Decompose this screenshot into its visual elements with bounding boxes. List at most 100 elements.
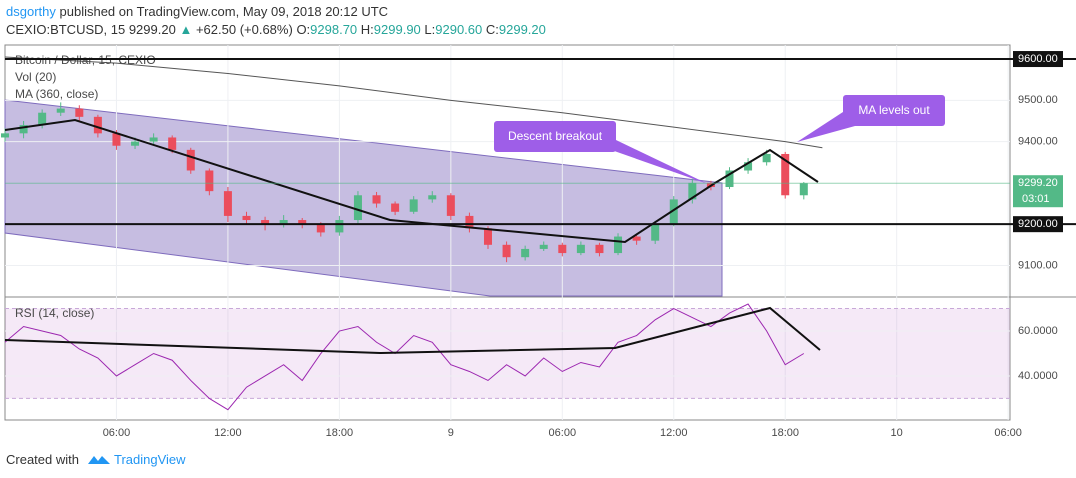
x-tick-label: 12:00 bbox=[214, 427, 242, 439]
callout-pointer bbox=[600, 140, 708, 184]
candle-body bbox=[409, 199, 418, 212]
candle-body bbox=[762, 153, 771, 163]
y-tick-label: 9100.00 bbox=[1018, 259, 1058, 271]
annotation: Descent breakout bbox=[508, 129, 603, 143]
callout-pointer bbox=[797, 112, 855, 142]
high: 9299.90 bbox=[373, 22, 421, 37]
candle-body bbox=[168, 137, 177, 150]
candle-body bbox=[614, 236, 623, 254]
candle-body bbox=[279, 220, 288, 225]
candle-body bbox=[781, 153, 790, 196]
candle-body bbox=[131, 141, 140, 146]
legend-vol: Vol (20) bbox=[15, 70, 56, 84]
price: 9299.20 bbox=[128, 22, 176, 37]
candle-body bbox=[391, 203, 400, 212]
annotation: MA levels out bbox=[858, 103, 930, 117]
candle-body bbox=[502, 244, 511, 258]
change: +62.50 (+0.68%) bbox=[195, 22, 293, 37]
x-tick-label: 18:00 bbox=[771, 427, 799, 439]
callout bbox=[494, 121, 616, 152]
candle-body bbox=[56, 108, 65, 113]
footer: Created with TradingView bbox=[6, 452, 186, 467]
candle-body bbox=[1, 133, 9, 138]
candle-body bbox=[632, 236, 641, 241]
price-box bbox=[1013, 216, 1063, 233]
published: published on TradingView.com, May 09, 20… bbox=[59, 4, 389, 19]
candle-body bbox=[595, 244, 604, 254]
x-tick-label: 06:00 bbox=[994, 427, 1022, 439]
candle-body bbox=[539, 244, 548, 249]
y-tick-label: 9500.00 bbox=[1018, 94, 1058, 106]
countdown: 03:01 bbox=[1022, 193, 1050, 205]
candle-body bbox=[558, 244, 567, 254]
candle-body bbox=[316, 224, 325, 233]
rsi-tick-label: 40.0000 bbox=[1018, 370, 1058, 382]
price-box bbox=[1013, 51, 1063, 68]
legend-ma: MA (360, close) bbox=[15, 87, 98, 101]
close: 9299.20 bbox=[498, 22, 546, 37]
candle-body bbox=[521, 248, 530, 258]
price-label: 9200.00 bbox=[1018, 218, 1058, 230]
x-tick-label: 10 bbox=[891, 427, 903, 439]
logo bbox=[87, 456, 110, 464]
author[interactable]: dsgorthy bbox=[6, 4, 56, 19]
chart: Descent breakout MA levels out Bitcoin /… bbox=[1, 44, 1076, 439]
h-label: H: bbox=[360, 22, 374, 37]
candle-body bbox=[93, 116, 102, 134]
l-label: L: bbox=[424, 22, 436, 37]
footer-prefix: Created with bbox=[6, 452, 79, 467]
rsi-line bbox=[4, 303, 805, 411]
legend-symbol: Bitcoin / Dollar, 15, CEXIO bbox=[15, 53, 156, 67]
candle-body bbox=[186, 149, 195, 171]
candle-body bbox=[725, 170, 734, 188]
candle-body bbox=[149, 137, 158, 142]
candle-body bbox=[483, 228, 492, 245]
candle-body bbox=[353, 195, 362, 221]
c-label: C: bbox=[485, 22, 499, 37]
arrow: ▲ bbox=[179, 22, 193, 37]
candle-body bbox=[669, 199, 678, 225]
candle-body bbox=[223, 191, 232, 216]
ma-line bbox=[4, 56, 823, 149]
price-label: 9600.00 bbox=[1018, 53, 1058, 65]
candle-body bbox=[19, 125, 28, 134]
candle-body bbox=[465, 215, 474, 229]
x-tick-label: 06:00 bbox=[549, 427, 577, 439]
header: dsgorthy published on TradingView.com, M… bbox=[6, 4, 388, 19]
candle-body bbox=[744, 162, 753, 171]
marks bbox=[1, 45, 1010, 420]
rsi-band bbox=[5, 308, 1010, 399]
trend-line bbox=[4, 118, 819, 244]
candle-body bbox=[112, 133, 121, 146]
legend-rsi: RSI (14, close) bbox=[15, 306, 94, 320]
x-tick-label: 12:00 bbox=[660, 427, 688, 439]
candle-body bbox=[428, 195, 437, 200]
candle-body bbox=[335, 220, 344, 233]
candle-body bbox=[688, 182, 697, 200]
symbol: CEXIO:BTCUSD, 15 bbox=[6, 22, 126, 37]
candle-body bbox=[261, 220, 270, 225]
candle-body bbox=[75, 108, 84, 117]
footer-brand[interactable]: TradingView bbox=[114, 452, 186, 467]
candle-body bbox=[38, 112, 47, 126]
x-tick-label: 9 bbox=[448, 427, 454, 439]
rsi-tick-label: 60.0000 bbox=[1018, 325, 1058, 337]
rsi-trend-line bbox=[4, 306, 821, 355]
candle-body bbox=[242, 215, 251, 221]
candle-body bbox=[799, 183, 808, 196]
candle-body bbox=[576, 244, 585, 254]
low: 9290.60 bbox=[435, 22, 483, 37]
x-tick-label: 06:00 bbox=[103, 427, 131, 439]
candle-body bbox=[372, 195, 381, 204]
candle-body bbox=[651, 224, 660, 241]
quote: CEXIO:BTCUSD, 15 9299.20 ▲ +62.50 (+0.68… bbox=[6, 22, 546, 37]
candle-body bbox=[446, 195, 455, 216]
x-tick-label: 18:00 bbox=[326, 427, 354, 439]
candle-body bbox=[205, 170, 214, 192]
o-label: O: bbox=[296, 22, 311, 37]
last-price-box bbox=[1013, 175, 1063, 208]
y-tick-label: 9400.00 bbox=[1018, 136, 1058, 148]
open: 9298.70 bbox=[310, 22, 358, 37]
callout bbox=[843, 95, 945, 126]
